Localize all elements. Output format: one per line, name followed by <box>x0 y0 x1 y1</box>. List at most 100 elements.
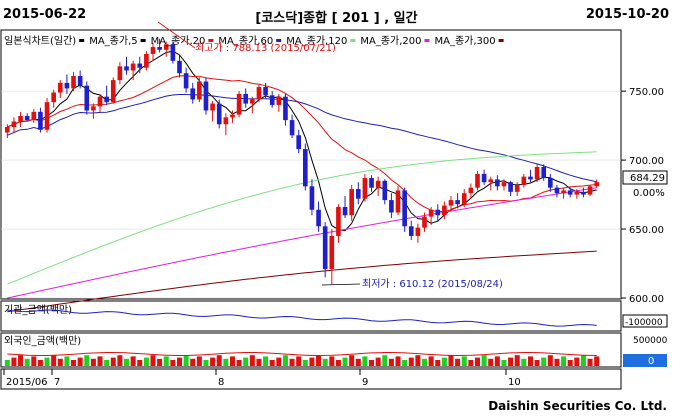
candle-body <box>567 190 573 195</box>
candle-body <box>428 209 434 217</box>
foreign-bar <box>123 358 130 366</box>
foreign-bar <box>190 358 196 366</box>
candle-body <box>243 93 249 104</box>
candle-body <box>210 103 215 111</box>
foreign-bar <box>90 358 96 366</box>
foreign-bar <box>97 356 103 366</box>
candle-body <box>508 182 513 192</box>
candle-body <box>4 127 10 133</box>
x-tick-label: 2015/06 <box>6 377 48 388</box>
foreign-bar <box>561 356 567 366</box>
foreign-bar <box>554 358 560 366</box>
foreign-bar <box>176 357 183 366</box>
foreign-bar <box>71 360 77 366</box>
foreign-bar <box>494 356 500 366</box>
candle-body <box>97 96 103 107</box>
candle-body <box>170 44 176 61</box>
candle-body <box>110 80 116 103</box>
x-tick-label: 7 <box>54 377 60 388</box>
candle-body <box>336 206 341 236</box>
foreign-bar <box>256 358 262 366</box>
price-tick-label: 750.00 <box>629 87 664 98</box>
foreign-bar <box>329 356 335 366</box>
legend-label: MA_종가,5 <box>89 35 137 47</box>
candle-body <box>488 179 494 183</box>
foreign-bar <box>143 357 149 366</box>
foreign-label: 외국인_금액(백만) <box>4 335 81 347</box>
candle-body <box>77 75 83 86</box>
ma200-line <box>7 187 597 299</box>
candle-body <box>91 106 96 111</box>
foreign-bar <box>229 356 235 366</box>
foreign-bar <box>18 355 24 366</box>
foreign-bar <box>24 358 30 366</box>
foreign-bar <box>362 356 368 366</box>
candle-body <box>117 66 123 81</box>
foreign-bar <box>289 358 295 366</box>
foreign-bar <box>474 357 481 366</box>
foreign-bar <box>170 360 176 366</box>
foreign-bar <box>276 357 282 366</box>
foreign-bar <box>64 356 70 366</box>
candle-body <box>289 120 295 136</box>
candle-body <box>402 190 407 227</box>
foreign-value-box <box>623 354 667 367</box>
foreign-bar <box>157 358 163 366</box>
foreign-bar <box>547 355 553 366</box>
candle-body <box>269 95 275 105</box>
candle-body <box>150 47 156 54</box>
candle-body <box>64 82 70 89</box>
legend-label: MA_종가,120 <box>286 35 347 47</box>
candle-body <box>594 182 600 187</box>
candle-body <box>349 189 354 216</box>
candlesticks <box>4 38 600 285</box>
candle-body <box>501 182 507 187</box>
foreign-bar <box>309 357 315 366</box>
footer-brand: Daishin Securities Co. Ltd. <box>488 399 667 413</box>
candle-body <box>130 63 136 71</box>
candle-body <box>461 193 467 205</box>
candle-body <box>395 190 401 213</box>
institution-panel <box>0 300 622 332</box>
candle-body <box>475 173 480 188</box>
foreign-bars <box>4 355 600 366</box>
legend-label: MA_종가,60 <box>218 35 273 47</box>
candle-body <box>84 85 90 111</box>
header-bar: 2015-06-22 [코스닥]종합 [ 201 ] , 일간 2015-10-… <box>0 0 673 30</box>
ma20-line <box>7 75 597 213</box>
foreign-bar <box>402 360 408 366</box>
candle-body <box>163 44 169 50</box>
low-annotation: 최저가 : 610.12 (2015/08/24) <box>362 278 503 290</box>
candle-body <box>408 226 414 236</box>
foreign-bar <box>395 356 401 366</box>
candle-body <box>448 200 454 206</box>
candle-body <box>554 187 560 194</box>
candle-body <box>521 176 527 185</box>
foreign-bar <box>37 360 43 366</box>
candle-body <box>316 209 321 227</box>
candle-body <box>468 187 474 194</box>
foreign-bar <box>4 360 10 366</box>
foreign-bar <box>150 355 156 366</box>
candle-body <box>216 103 222 125</box>
foreign-bar <box>84 355 90 366</box>
legend-swatch <box>140 39 146 42</box>
candle-body <box>309 186 315 210</box>
foreign-bar <box>541 357 547 366</box>
candle-body <box>574 191 580 195</box>
end-date: 2015-10-20 <box>585 7 669 22</box>
foreign-bar <box>236 360 242 366</box>
candle-body <box>230 114 235 118</box>
foreign-bar <box>587 358 593 366</box>
candle-body <box>369 178 374 188</box>
legend-swatch <box>208 39 214 42</box>
foreign-bar <box>44 357 50 366</box>
foreign-bar <box>574 357 580 366</box>
foreign-bar <box>369 360 375 366</box>
candle-body <box>104 96 109 103</box>
candle-body <box>322 226 328 270</box>
foreign-bar <box>428 356 434 366</box>
candle-body <box>223 117 229 125</box>
institution-value: -100000 <box>625 318 663 328</box>
